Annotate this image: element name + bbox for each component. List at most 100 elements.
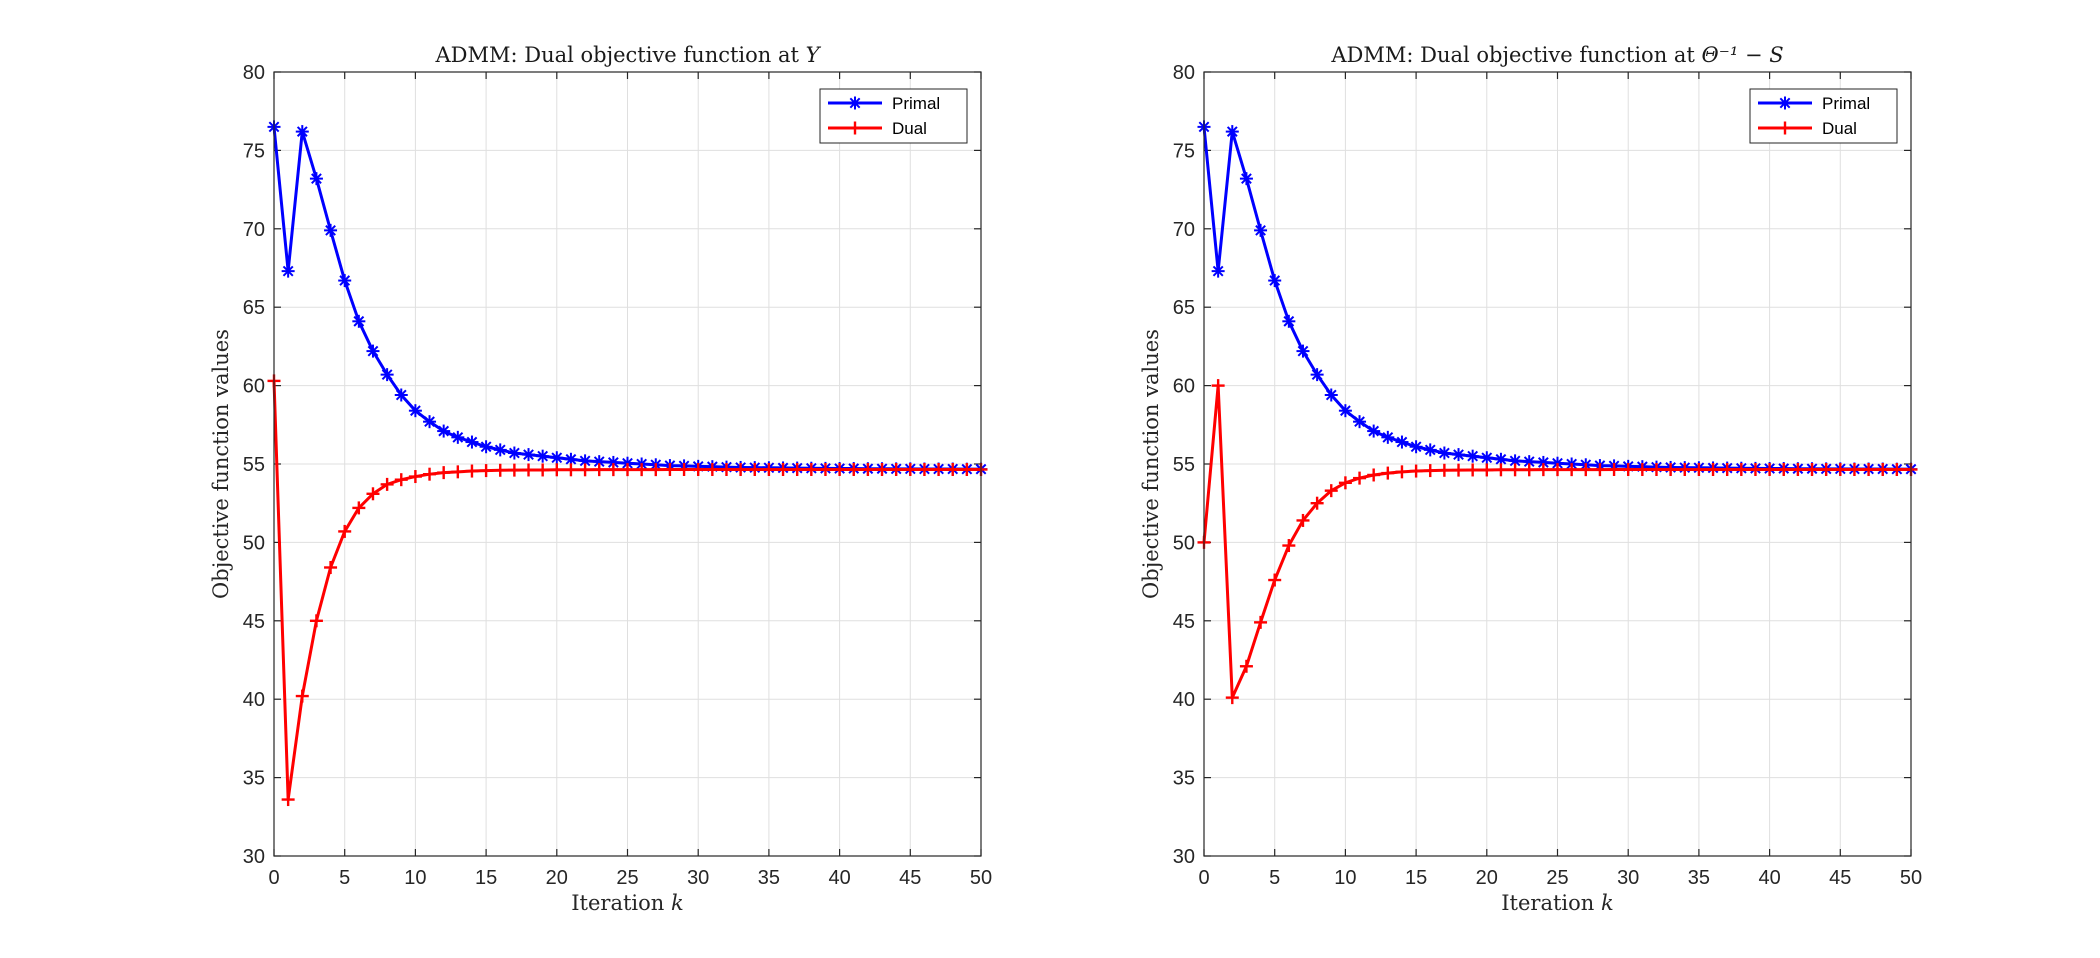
chart-2-series-primal-point-22-stroke-3	[1509, 455, 1521, 467]
chart-1-xtick-label-9: 45	[899, 867, 921, 889]
chart-1-series-primal-point-9	[394, 388, 408, 402]
chart-1-series-dual-point-46	[917, 462, 931, 476]
chart-1-series-primal-point-14	[465, 435, 479, 449]
chart-1-series-dual-point-43	[875, 462, 889, 476]
chart-1-xtick-label-10: 50	[970, 867, 992, 889]
chart-1-series-dual-point-5	[338, 524, 352, 538]
chart-1-xlabel-math: k	[671, 891, 684, 915]
chart-1-title-text: ADMM: Dual objective function at	[434, 43, 799, 67]
chart-2-series-primal-point-6-stroke-3	[1283, 315, 1295, 327]
chart-2-xlabel-space	[1594, 891, 1601, 915]
chart-1-xlabel-text: Iteration	[571, 891, 664, 915]
chart-1-series-dual-point-24	[606, 463, 620, 477]
chart-1-series-primal-point-13-stroke-3	[452, 431, 464, 443]
chart-1-series-dual-point-40	[833, 462, 847, 476]
chart-1-series-primal-point-23-stroke-3	[593, 456, 605, 468]
chart-2-ytick-label-10: 80	[1173, 62, 1195, 84]
chart-1-series-primal-point-2	[295, 125, 309, 139]
chart-1-series-dual-point-47	[932, 462, 946, 476]
chart-1-series-dual-point-22	[578, 463, 592, 477]
chart-1-series-primal-point-12-stroke-3	[438, 425, 450, 437]
chart-2-series-dual-point-42	[1791, 462, 1805, 476]
chart-1-xtick-label-7: 35	[758, 867, 780, 889]
chart-1-ytick-label-9: 75	[243, 140, 265, 162]
chart-2-series-dual-point-35	[1692, 462, 1706, 476]
chart-1-series-primal-point-13	[451, 430, 465, 444]
chart-2-series-primal-point-11	[1353, 415, 1367, 429]
chart-2-xlabel-math: k	[1601, 891, 1614, 915]
chart-2-legend-marker-dual	[1778, 121, 1792, 135]
chart-1-xtick-label-3: 15	[475, 867, 497, 889]
chart-1-series-dual-point-41	[847, 462, 861, 476]
chart-1-ytick-label-0: 30	[243, 846, 265, 868]
chart-2-ytick-label-5: 55	[1173, 454, 1195, 476]
chart-1-series-dual-point-14	[465, 464, 479, 478]
chart-2-series-dual-point-19	[1466, 463, 1480, 477]
chart-1-series-dual-point-39	[818, 462, 832, 476]
chart-1-series-primal-point-4	[324, 223, 338, 237]
chart-2-ytick-label-6: 60	[1173, 376, 1195, 398]
chart-1-series-primal-point-10	[408, 404, 422, 418]
chart-1-xtick-label-5: 25	[616, 867, 638, 889]
chart-2-series-primal-point-24	[1536, 455, 1550, 469]
chart-1-legend: Primal Dual	[819, 88, 968, 144]
chart-2-series-dual-point-21	[1494, 463, 1508, 477]
chart-2-series-primal-point-1	[1211, 264, 1225, 278]
chart-1-series-primal-point-17-stroke-3	[508, 447, 520, 459]
chart-2-series-dual-point-40	[1763, 462, 1777, 476]
chart-2-series-dual-point-29	[1607, 462, 1621, 476]
chart-1-series-primal-point-11-stroke-3	[424, 416, 435, 428]
chart-2-series-dual-point-9	[1324, 484, 1338, 498]
chart-1-xtick-label-8: 40	[828, 867, 850, 889]
chart-1-series-dual-point-32	[719, 462, 733, 476]
chart-1-series-dual-point-7	[366, 487, 380, 501]
chart-2-series-dual-point-16	[1423, 464, 1437, 478]
chart-2-series-dual-point-7	[1296, 513, 1310, 527]
chart-2-series-primal-point-7-stroke-3	[1297, 345, 1309, 357]
chart-2-series-primal-point-2	[1225, 125, 1239, 139]
chart-2-series-primal-point-1-stroke-3	[1212, 265, 1224, 277]
chart-1-legend-label-primal: Primal	[892, 94, 940, 113]
chart-1-series-dual-point-15	[479, 464, 493, 478]
chart-2-ytick-label-9: 75	[1173, 140, 1195, 162]
chart-2-series-dual-point-48	[1876, 462, 1890, 476]
chart-2-legend-marker-primal-stroke-3	[1779, 97, 1791, 109]
chart-2-series-primal-point-5	[1268, 274, 1282, 288]
chart-1-series-primal-point-22-stroke-3	[579, 455, 591, 467]
chart-2-series-dual-point-26	[1565, 463, 1579, 477]
chart-1-series-primal-point-18-stroke-3	[523, 449, 534, 460]
chart-2-xtick-label-8: 40	[1758, 867, 1780, 889]
chart-2-axes-box	[1203, 71, 1912, 857]
chart-2-series-primal-point-9	[1324, 388, 1338, 402]
chart-1-axes-box	[273, 71, 982, 857]
chart-2-xtick-label-2: 10	[1334, 867, 1356, 889]
chart-1-series-dual-point-4	[324, 560, 338, 574]
chart-2-series-primal-point-5-stroke-3	[1269, 275, 1281, 286]
chart-2-xtick-label-4: 20	[1476, 867, 1498, 889]
chart-1-series-primal-point-21-stroke-3	[565, 453, 577, 465]
chart-2-series-primal-point-17-stroke-3	[1438, 447, 1450, 459]
chart-2-xtick-label-6: 30	[1617, 867, 1639, 889]
chart-1-series-primal-point-16	[493, 443, 507, 457]
chart-2-xtick-label-1: 5	[1269, 867, 1280, 889]
chart-1-series-primal-point-6-stroke-3	[353, 315, 365, 327]
chart-2-legend-entry-dual: Dual	[1758, 119, 1857, 138]
chart-2-series-primal-point-14	[1395, 435, 1409, 449]
chart-2-xtick-label-3: 15	[1405, 867, 1427, 889]
chart-2-series-primal-point-8	[1310, 368, 1324, 382]
chart-1-series-primal-point-6	[352, 314, 366, 328]
chart-2-title-math: Θ⁻¹ − S	[1702, 43, 1784, 67]
chart-1-series-dual-point-21	[564, 463, 578, 477]
chart-1-series-dual-point-18	[522, 463, 536, 477]
chart-1-xlabel-space	[664, 891, 671, 915]
chart-2-legend: Primal Dual	[1749, 88, 1898, 144]
chart-2-series-primal-point-18-stroke-3	[1453, 449, 1464, 460]
chart-2-series-primal-point-24-stroke-3	[1537, 457, 1549, 468]
chart-1-series-dual-point-19	[536, 463, 550, 477]
chart-2-series-dual-point-45	[1833, 462, 1847, 476]
chart-2-series-primal-point-23-stroke-3	[1523, 456, 1535, 468]
chart-1-xlabel: Iteration k	[571, 891, 683, 915]
chart-1-series-dual-point-11	[423, 467, 437, 481]
chart-1-ytick-label-2: 40	[243, 689, 265, 711]
